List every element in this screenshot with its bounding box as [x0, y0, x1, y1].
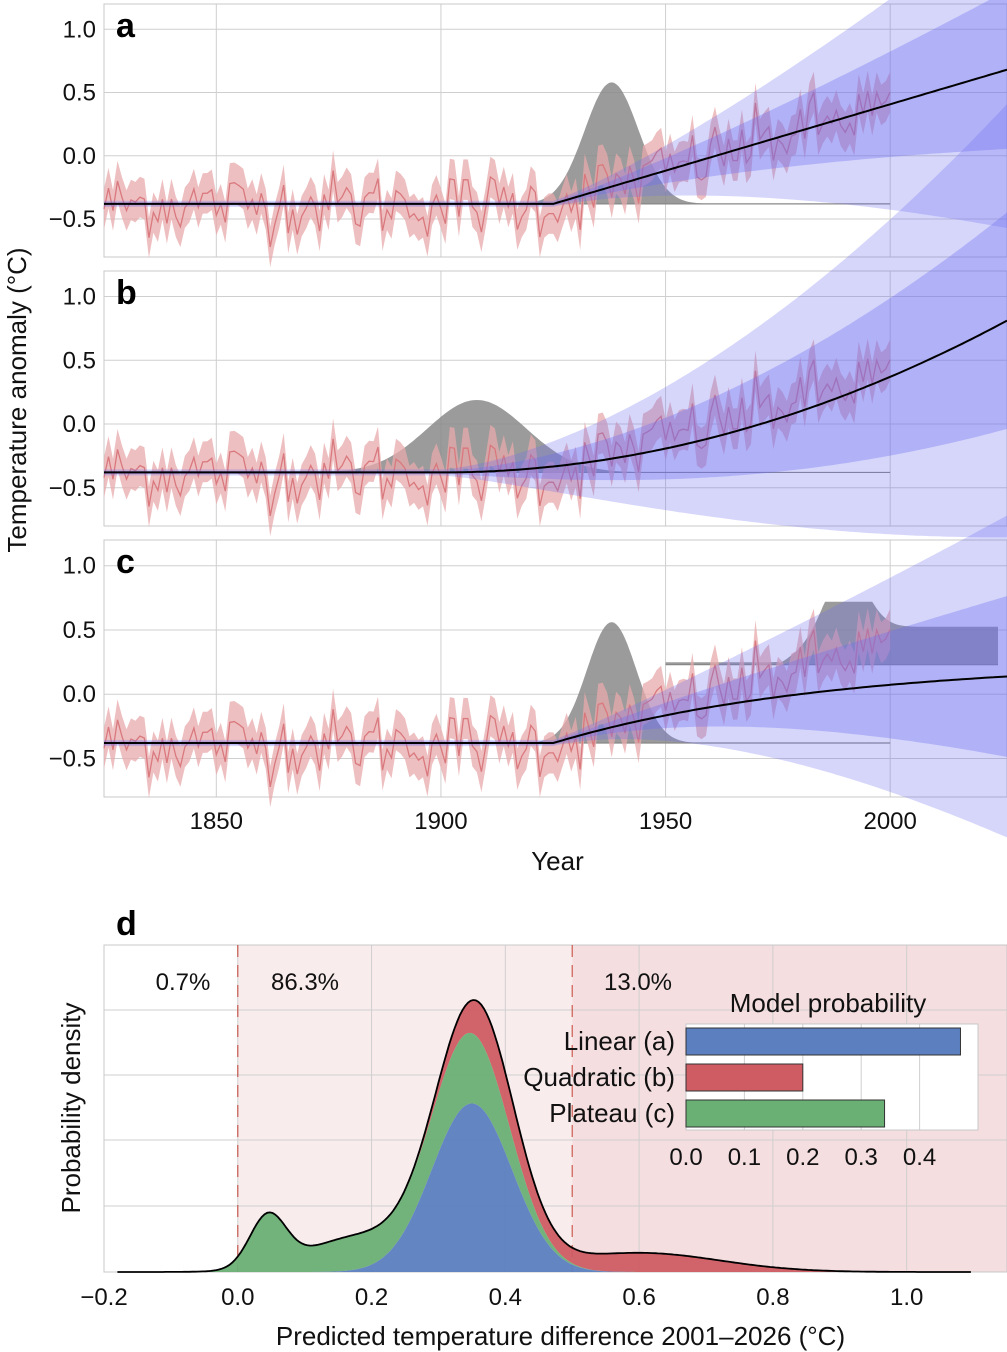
- posterior-band-inner: [104, 212, 1007, 481]
- x-tick-label: 0.6: [622, 1284, 655, 1311]
- y-tick-label: −0.5: [49, 745, 96, 772]
- plot-frame: [103, 3, 1007, 258]
- panel-letter-c: c: [116, 543, 135, 581]
- y-tick-label: 0.5: [63, 347, 96, 374]
- posterior-band-inner: [104, 0, 1007, 206]
- x-tick-label: 1950: [639, 808, 692, 835]
- plot-frame: [103, 270, 1007, 527]
- density-total-outline: [117, 999, 971, 1273]
- panel-c: −0.5 0.0 0.5 1.0 c 1850 1900 1950 2000 Year: [49, 515, 1007, 876]
- panel-letter-b: b: [116, 274, 137, 312]
- x-tick-label: 1850: [190, 808, 243, 835]
- x-axis-label: Predicted temperature difference 2001–20…: [276, 1321, 845, 1351]
- x-tick-label: 1.0: [890, 1284, 923, 1311]
- x-tick-label: 0.2: [355, 1284, 388, 1311]
- inset-category-label: Linear (a): [564, 1026, 675, 1056]
- inset-tick-label: 0.1: [728, 1144, 761, 1171]
- y-axis-label: Probability density: [56, 1003, 86, 1214]
- inset-bar-quadratic: [685, 1063, 804, 1092]
- inset-category-label: Quadratic (b): [523, 1062, 675, 1092]
- region-label-low: 0.7%: [156, 969, 211, 996]
- y-tick-label: 0.5: [63, 617, 96, 644]
- x-tick-label: 0.0: [221, 1284, 254, 1311]
- x-axis-label: Year: [531, 846, 584, 876]
- y-tick-label: 1.0: [63, 284, 96, 311]
- density-panel: 0.7% 86.3% 13.0% −0.2 0.0 0.2 0.4 0.6 0.8 1.0 Pred…: [56, 905, 1007, 1351]
- y-tick-label: 0.0: [63, 143, 96, 170]
- region-label-high: 13.0%: [604, 969, 672, 996]
- region-label-mid: 86.3%: [271, 969, 339, 996]
- plateau-distribution: [665, 601, 999, 665]
- inset-tick-label: 0.3: [845, 1144, 878, 1171]
- x-tick-label: 0.8: [756, 1284, 789, 1311]
- changepoint-distribution: [104, 400, 891, 473]
- x-tick-label: 1900: [414, 808, 467, 835]
- inset-bar-plateau: [685, 1099, 886, 1128]
- posterior-mean: [104, 319, 1007, 474]
- inset-category-label: Plateau (c): [549, 1098, 675, 1128]
- x-tick-label: −0.2: [80, 1284, 127, 1311]
- panel-letter-a: a: [116, 7, 136, 45]
- y-tick-label: 0.0: [63, 681, 96, 708]
- posterior-mean: [104, 675, 1007, 744]
- inset-tick-label: 0.4: [903, 1144, 936, 1171]
- y-axis-label: Temperature anomaly (°C): [2, 247, 32, 552]
- observed-series: [103, 357, 891, 517]
- inset-tick-label: 0.2: [786, 1144, 819, 1171]
- inset-tick-label: 0.0: [669, 1144, 702, 1171]
- observed-series: [103, 627, 891, 788]
- posterior-mean: [104, 68, 1007, 205]
- y-tick-label: 0.5: [63, 80, 96, 107]
- density-quadratic: [117, 1000, 971, 1272]
- x-tick-label: 2000: [863, 808, 916, 835]
- model-probability-inset: Linear (a) Quadratic (b) Plateau (c) 0.0 0.1…: [523, 988, 979, 1171]
- panel-letter-d: d: [116, 905, 137, 943]
- y-tick-label: 0.0: [63, 411, 96, 438]
- panel-b: −0.5 0.0 0.5 1.0 b: [49, 104, 1007, 538]
- x-tick-label: 0.4: [489, 1284, 522, 1311]
- observed-uncertainty-band: [104, 338, 891, 537]
- time-series-panels: −0.5 0.0 0.5 1.0 a −0.5 0.0 0.5 1.0 b −0.5 0.0 0.5 1.…: [2, 0, 1007, 876]
- inset-bar-linear: [685, 1027, 961, 1056]
- y-tick-label: −0.5: [49, 475, 96, 502]
- posterior-band: [104, 0, 1007, 229]
- inset-title: Model probability: [730, 988, 927, 1018]
- y-tick-label: 1.0: [63, 553, 96, 580]
- observed-series: [103, 90, 891, 248]
- plot-frame: [103, 539, 1007, 798]
- posterior-band: [104, 104, 1007, 538]
- panel-a: −0.5 0.0 0.5 1.0 a: [49, 0, 1007, 268]
- y-tick-label: −0.5: [49, 206, 96, 233]
- y-tick-label: 1.0: [63, 16, 96, 43]
- posterior-band-inner: [104, 596, 1007, 757]
- posterior-band: [104, 515, 1007, 838]
